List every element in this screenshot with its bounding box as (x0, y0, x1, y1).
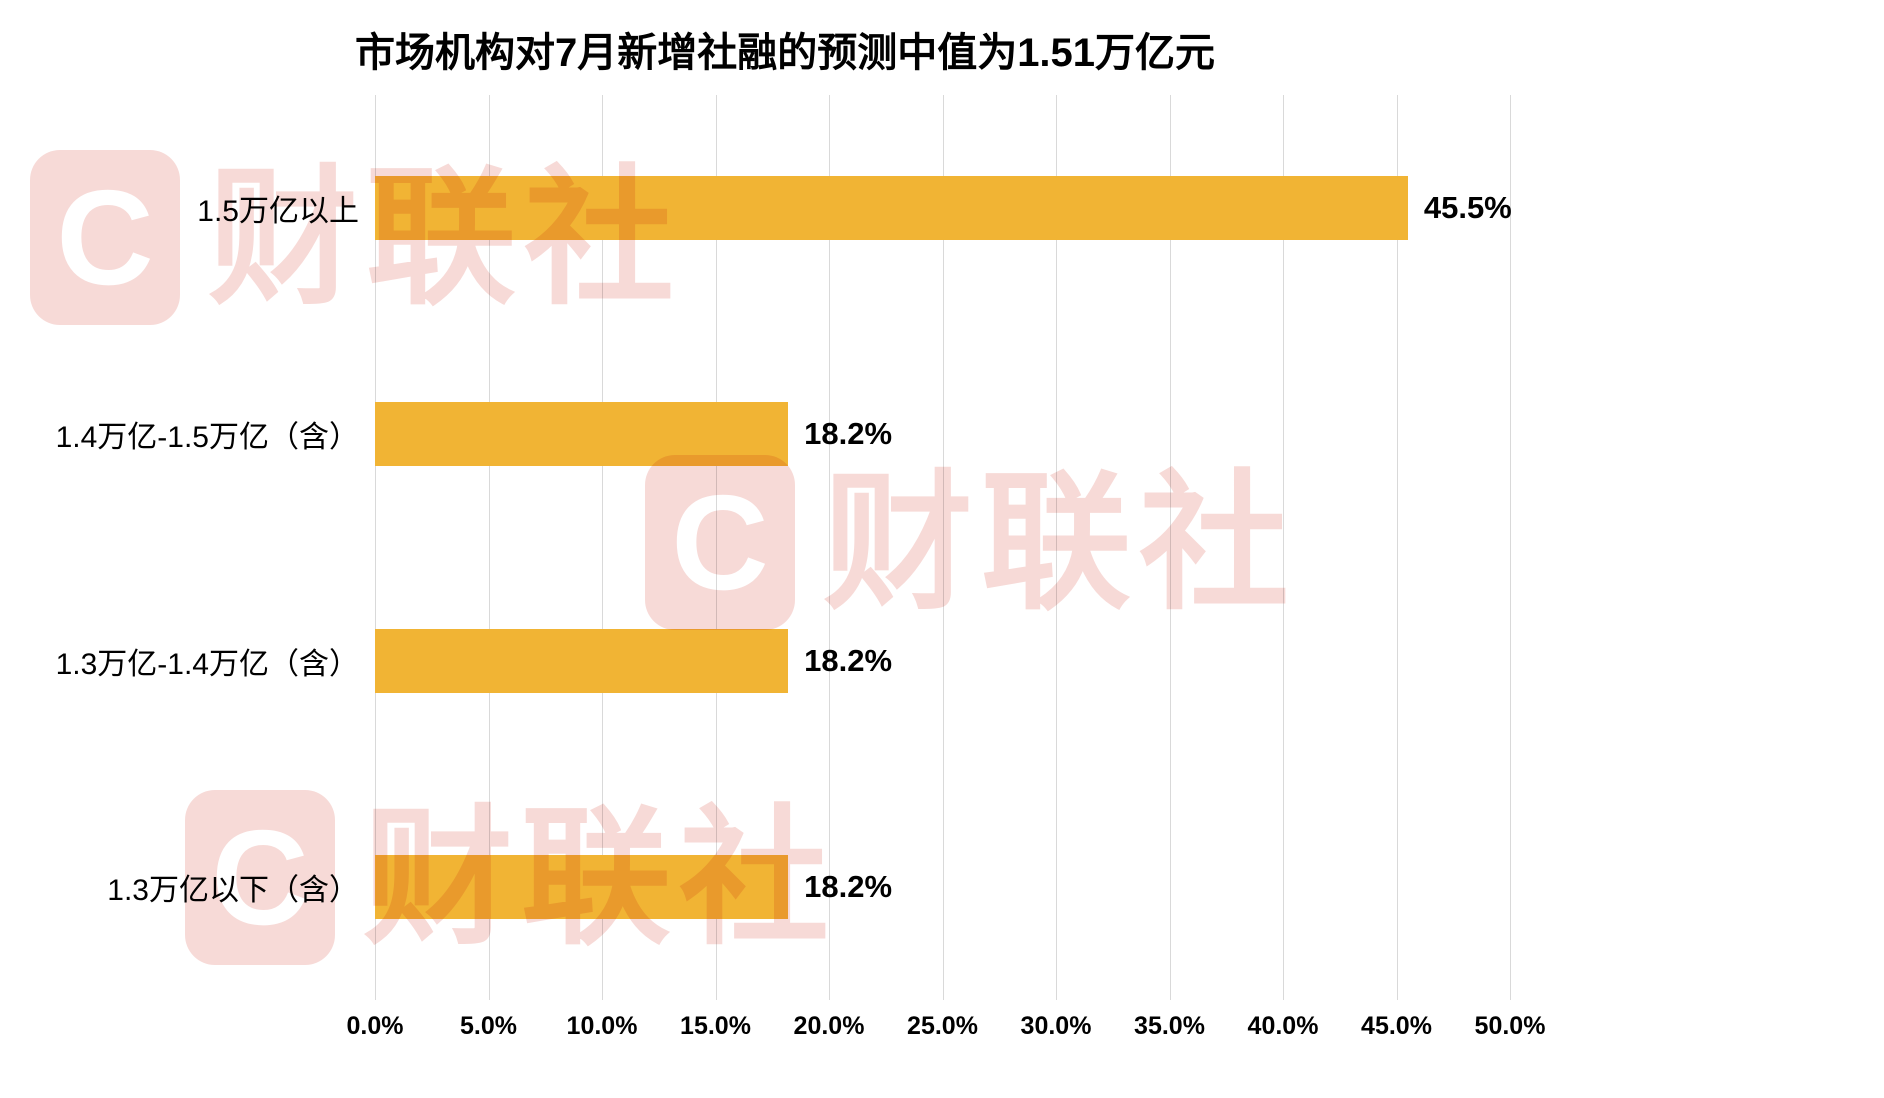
x-axis: 0.0% 5.0% 10.0% 15.0% 20.0% 25.0% 30.0% 35.0% 40… (347, 1012, 1546, 1046)
gridline (942, 95, 944, 1000)
gridline (1510, 95, 1511, 1000)
gridline (1283, 95, 1284, 1000)
value-label: 18.2% (804, 868, 893, 904)
bar (375, 628, 789, 693)
x-tick-label: 5.0% (460, 1012, 517, 1040)
category-label: 1.3万亿以下（含） (107, 873, 359, 907)
category-label: 1.5万亿以上 (197, 195, 359, 229)
bar (375, 854, 789, 919)
gridline (1169, 95, 1171, 1000)
gridline (375, 95, 376, 1000)
gridline (1396, 95, 1398, 1000)
x-tick-label: 45.0% (1361, 1012, 1432, 1040)
bar-area: 18.2% (375, 548, 1510, 774)
x-tick-label: 50.0% (1474, 1012, 1546, 1040)
bar-area: 18.2% (375, 774, 1510, 1000)
x-tick-label: 25.0% (907, 1012, 978, 1040)
bar-area: 18.2% (375, 321, 1510, 547)
x-tick-label: 30.0% (1020, 1012, 1092, 1040)
bar-row: 1.3万亿-1.4万亿（含） 18.2% (0, 548, 1884, 774)
x-tick-label: 20.0% (793, 1012, 865, 1040)
gridline (1056, 95, 1057, 1000)
x-tick-label: 15.0% (680, 1012, 751, 1040)
gridline (829, 95, 830, 1000)
value-label: 18.2% (804, 642, 893, 678)
gridline (488, 95, 490, 1000)
bars-layer: 1.5万亿以上 45.5% 1.4万亿-1.5万亿（含） 18.2% 1.3万亿-1.4… (0, 95, 1884, 1000)
bar-area: 45.5% (375, 95, 1512, 321)
bar-row: 1.4万亿-1.5万亿（含） 18.2% (0, 321, 1884, 547)
value-label: 45.5% (1423, 190, 1512, 226)
bar-row: 1.3万亿以下（含） 18.2% (0, 774, 1884, 1000)
bar (375, 176, 1408, 241)
value-label: 18.2% (804, 416, 893, 452)
gridline (602, 95, 603, 1000)
x-tick-label: 0.0% (346, 1012, 404, 1040)
x-tick-label: 40.0% (1247, 1012, 1319, 1040)
x-tick-label: 10.0% (566, 1012, 638, 1040)
category-label: 1.3万亿-1.4万亿（含） (55, 647, 359, 681)
bar-row: 1.5万亿以上 45.5% (0, 95, 1884, 321)
x-tick-label: 35.0% (1134, 1012, 1205, 1040)
bar (375, 402, 789, 467)
chart-title: 市场机构对7月新增社融的预测中值为1.51万亿元 (354, 31, 1216, 75)
category-label: 1.4万亿-1.5万亿（含） (55, 421, 359, 455)
